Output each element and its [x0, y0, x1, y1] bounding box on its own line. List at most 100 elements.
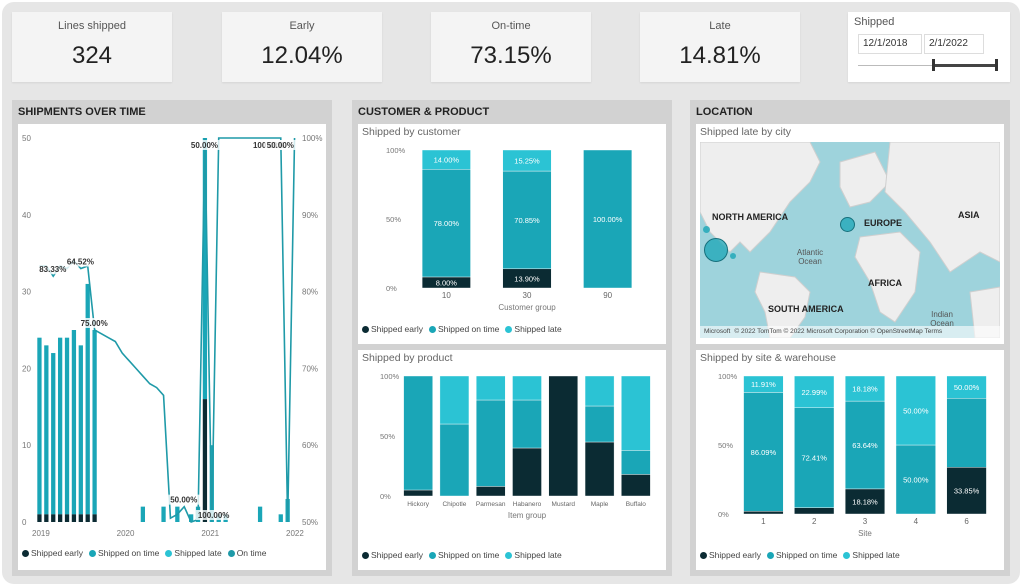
bar-early	[57, 514, 63, 522]
map-label-indian-ocean: Indian Ocean	[922, 310, 962, 328]
bar-segment	[895, 444, 936, 515]
viz-title: Shipped by site & warehouse	[700, 352, 837, 364]
legend-early: Shipped early	[709, 550, 761, 560]
data-label-bg	[37, 264, 72, 275]
viz-title: Shipped by product	[362, 352, 453, 364]
map-bubble-eu[interactable]	[840, 217, 855, 232]
y-axis-tick-label: 30	[22, 288, 31, 297]
kpi-on-time[interactable]: On-time 73.15%	[431, 12, 591, 82]
x-axis-tick-label: 6	[964, 517, 969, 526]
y-axis-tick-label: 100%	[718, 372, 738, 381]
shipped-by-product-chart[interactable]: 0% 50% 100% Hickory Chipotle Parmesan Habanero…	[358, 350, 666, 570]
legend-late: Shipped late	[852, 550, 900, 560]
slicer-handle-start[interactable]	[932, 59, 935, 71]
x-axis-tick-label: 4	[914, 517, 919, 526]
kpi-early[interactable]: Early 12.04%	[222, 12, 382, 82]
map-attribution: Microsoft © 2022 TomTom © 2022 Microsoft …	[700, 326, 1000, 338]
map-label-south-america: SOUTH AMERICA	[768, 304, 844, 314]
map-label-asia: ASIA	[958, 210, 980, 220]
bar-ontime	[64, 337, 70, 515]
legend-late: Shipped late	[174, 548, 222, 558]
y-axis-tick-label: 10	[22, 441, 31, 450]
bar-ontime	[188, 514, 194, 522]
x-axis-tick-label: 2022	[286, 529, 304, 538]
data-label-bg	[168, 494, 203, 505]
slicer-track[interactable]	[934, 64, 996, 67]
x-axis-tick-label: Buffalo	[626, 501, 647, 508]
bar-early	[51, 514, 56, 522]
kpi-label: Early	[289, 20, 315, 32]
data-label: 50.00%	[191, 141, 218, 150]
x-axis-tick-label: 1	[761, 517, 766, 526]
data-label: 70.85%	[514, 216, 540, 225]
bar-segment	[421, 149, 471, 170]
x-axis-tick-label: Mustard	[552, 501, 576, 508]
bar-segment	[403, 375, 433, 491]
bar-segment	[844, 400, 886, 490]
shipments-legend: Shipped early Shipped on time Shipped late…	[22, 548, 272, 558]
y2-axis-tick-label: 50%	[302, 518, 318, 527]
kpi-value: 73.15%	[470, 42, 552, 69]
panel-title: LOCATION	[696, 106, 753, 118]
bar-segment	[584, 375, 615, 407]
kpi-late[interactable]: Late 14.81%	[640, 12, 800, 82]
kpi-lines-shipped[interactable]: Lines shipped 324	[12, 12, 172, 82]
data-label: 83.33%	[39, 265, 66, 274]
bar-ontime	[37, 337, 42, 515]
shipped-by-customer-chart[interactable]: 0% 50% 100% 8.00% 78.00% 14.00% 10 13.90% 70.85%…	[358, 124, 666, 344]
site-legend: Shipped early Shipped on time Shipped late	[700, 550, 906, 560]
y-axis-tick-label: 50%	[718, 441, 733, 450]
slicer-start-date[interactable]: 12/1/2018	[858, 34, 922, 54]
map-label-north-america: NORTH AMERICA	[712, 212, 789, 222]
data-label: 86.09%	[751, 448, 777, 457]
data-label: 50.00%	[267, 141, 294, 150]
slicer-handle-end[interactable]	[995, 59, 998, 71]
bar-segment	[621, 474, 651, 497]
bar-ontime	[57, 337, 63, 515]
bar-segment	[743, 375, 784, 393]
map-bubble-na-2[interactable]	[703, 226, 710, 233]
legend-ontime: Shipped on time	[437, 324, 500, 334]
bar-early	[85, 514, 90, 522]
y-axis-tick-label: 50	[22, 134, 31, 143]
bar-segment	[475, 375, 506, 401]
x-axis-tick-label: 2021	[201, 529, 219, 538]
map-bubble-na-1[interactable]	[704, 238, 728, 262]
bar-segment	[895, 375, 936, 446]
slicer-end-date[interactable]: 2/1/2022	[924, 34, 984, 54]
bar-segment	[621, 375, 651, 451]
data-label-bg	[264, 140, 299, 150]
legend-early: Shipped early	[371, 550, 423, 560]
data-label: 75.00%	[81, 319, 108, 328]
viz-title: Shipped late by city	[700, 126, 792, 138]
slicer-title: Shipped	[854, 16, 895, 28]
data-label: 100.00%	[593, 215, 623, 224]
y-axis-tick-label: 40	[22, 211, 31, 220]
bar-ontime	[44, 345, 49, 515]
legend-ontime: Shipped on time	[775, 550, 838, 560]
data-label: 50.00%	[903, 407, 929, 416]
y-axis-tick-label: 20	[22, 364, 31, 373]
data-label: 13.90%	[514, 274, 540, 283]
bar-segment	[512, 447, 542, 497]
panel-title: SHIPMENTS OVER TIME	[18, 106, 146, 118]
shipments-over-time-chart[interactable]: 0 10 20 30 40 50 50% 60% 70% 80% 90% 100% 83.33% 75.0…	[18, 124, 326, 570]
kpi-value: 324	[71, 42, 113, 69]
customer-legend: Shipped early Shipped on time Shipped late	[362, 324, 568, 334]
bar-segment	[844, 375, 886, 402]
shipped-by-site-chart[interactable]: 0% 50% 100% 86.09% 11.91% 1 72.41% 22.99% 2 18.18…	[696, 350, 1004, 570]
bar-segment	[439, 375, 470, 425]
kpi-value: 14.81%	[679, 42, 761, 69]
data-label: 50.00%	[954, 383, 980, 392]
data-label: 15.25%	[514, 157, 540, 166]
y-axis-tick-label: 0%	[380, 492, 391, 501]
viz-title: Shipped by customer	[362, 126, 461, 138]
map-bubble-na-3[interactable]	[730, 253, 736, 259]
data-label-bg	[64, 256, 99, 267]
map-canvas[interactable]: NORTH AMERICA EUROPE ASIA SOUTH AMERICA …	[700, 142, 1000, 338]
y-axis-tick-label: 50%	[380, 432, 395, 441]
legend-late: Shipped late	[514, 550, 562, 560]
map-brand: Microsoft	[704, 328, 731, 335]
bar-segment	[583, 149, 633, 289]
bar-segment	[946, 375, 987, 399]
